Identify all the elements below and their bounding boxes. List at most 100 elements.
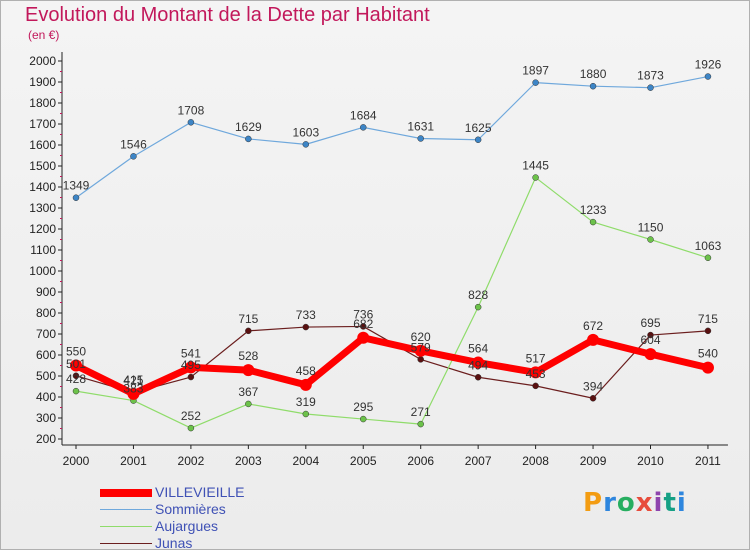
data-label-sommieres-2007: 1625 — [465, 121, 492, 135]
x-tick-label-2000: 2000 — [63, 454, 90, 468]
chart-series-lines — [72, 75, 712, 429]
x-tick-label-2003: 2003 — [235, 454, 262, 468]
data-label-villevieille-2005: 682 — [353, 317, 373, 331]
point-villevieille-2006 — [414, 344, 427, 357]
point-sommieres-2009 — [589, 82, 597, 90]
data-label-villevieille-2002: 541 — [181, 346, 201, 360]
point-sommieres-2006 — [417, 135, 424, 142]
data-label-sommieres-2006: 1631 — [407, 119, 434, 133]
point-villevieille-2001 — [127, 387, 140, 400]
legend-label-sommieres: Sommières — [155, 501, 226, 517]
y-tick-label-1800: 1800 — [29, 96, 56, 110]
x-tick-label-2006: 2006 — [407, 454, 434, 468]
point-junas-2009 — [589, 395, 597, 402]
data-label-sommieres-2008: 1897 — [522, 64, 549, 78]
data-label-aujargues-2005: 295 — [353, 400, 373, 414]
y-tick-label-400: 400 — [36, 390, 56, 404]
point-villevieille-2003 — [242, 364, 255, 377]
data-label-aujargues-2008: 1445 — [522, 159, 549, 173]
point-sommieres-2011 — [704, 73, 712, 80]
data-label-sommieres-2003: 1629 — [235, 120, 262, 134]
data-label-sommieres-2004: 1603 — [292, 125, 319, 139]
point-sommieres-2000 — [72, 194, 80, 201]
data-label-junas-2010: 695 — [640, 316, 660, 330]
point-villevieille-2004 — [299, 378, 312, 391]
legend-swatch-sommieres — [100, 509, 152, 510]
point-junas-2010 — [647, 331, 654, 339]
point-aujargues-2002 — [187, 424, 195, 432]
data-label-villevieille-2001: 415 — [123, 373, 143, 387]
data-label-villevieille-2006: 620 — [411, 330, 431, 344]
x-tick-label-2004: 2004 — [292, 454, 319, 468]
data-label-sommieres-2005: 1684 — [350, 108, 377, 122]
data-label-sommieres-2001: 1546 — [120, 137, 147, 151]
data-label-junas-2005: 736 — [353, 307, 373, 321]
y-tick-label-800: 800 — [36, 306, 56, 320]
point-aujargues-2003 — [245, 400, 252, 408]
series-line-junas — [75, 325, 709, 399]
point-aujargues-2005 — [360, 415, 367, 423]
data-label-sommieres-2011: 1926 — [695, 58, 722, 72]
series-line-sommieres — [75, 75, 709, 199]
point-junas-2006 — [417, 356, 424, 363]
point-junas-2011 — [704, 327, 712, 335]
data-label-aujargues-2003: 367 — [238, 385, 258, 399]
proxiti-logo: Proxiti — [583, 488, 687, 518]
chart-title: Evolution du Montant de la Dette par Hab… — [25, 4, 430, 26]
point-villevieille-2009 — [587, 333, 600, 346]
point-villevieille-2007 — [472, 356, 485, 369]
x-tick-label-2007: 2007 — [465, 454, 492, 468]
data-label-aujargues-2000: 428 — [66, 372, 86, 386]
data-label-villevieille-2011: 540 — [698, 347, 718, 361]
point-sommieres-2004 — [302, 141, 310, 148]
x-tick-label-2008: 2008 — [522, 454, 549, 468]
legend-label-villevieille: VILLEVIEILLE — [155, 484, 245, 500]
data-label-villevieille-2010: 604 — [640, 333, 660, 347]
data-label-sommieres-2009: 1880 — [580, 67, 607, 81]
x-tick-label-2009: 2009 — [580, 454, 607, 468]
y-tick-label-200: 200 — [36, 432, 56, 446]
data-label-aujargues-2010: 1150 — [638, 221, 664, 235]
data-label-villevieille-2007: 564 — [468, 342, 488, 356]
point-sommieres-2001 — [130, 153, 137, 160]
x-tick-label-2001: 2001 — [120, 454, 147, 468]
data-label-sommieres-2010: 1873 — [637, 69, 664, 83]
point-aujargues-2010 — [647, 236, 654, 243]
point-sommieres-2003 — [245, 135, 252, 143]
series-line-aujargues — [75, 176, 709, 429]
y-tick-label-600: 600 — [36, 348, 56, 362]
y-tick-label-1700: 1700 — [29, 117, 56, 131]
point-aujargues-2000 — [72, 387, 80, 395]
data-label-villevieille-2004: 458 — [296, 364, 316, 378]
chart-data-labels: 1349 1546 1708 1629 1603 1684 1631 1625 1897 1880… — [63, 58, 722, 424]
legend-label-junas: Junas — [155, 535, 193, 551]
point-villevieille-2005 — [357, 331, 370, 344]
point-junas-2000 — [72, 372, 80, 380]
y-tick-label-1200: 1200 — [29, 222, 56, 236]
data-label-aujargues-2001: 383 — [123, 382, 143, 396]
data-label-junas-2011: 715 — [698, 312, 718, 326]
x-tick-label-2011: 2011 — [695, 454, 721, 468]
data-label-aujargues-2004: 319 — [296, 395, 316, 409]
y-tick-label-1900: 1900 — [29, 75, 56, 89]
data-label-junas-2000: 501 — [66, 357, 86, 371]
point-junas-2005 — [360, 323, 367, 330]
point-sommieres-2007 — [474, 136, 482, 143]
data-label-junas-2006: 579 — [411, 340, 431, 354]
y-tick-label-1500: 1500 — [29, 159, 56, 173]
data-label-junas-2004: 733 — [296, 308, 316, 322]
data-label-junas-2007: 494 — [468, 358, 488, 372]
y-tick-label-1400: 1400 — [29, 180, 56, 194]
point-junas-2004 — [302, 323, 310, 331]
data-label-sommieres-2000: 1349 — [63, 179, 90, 193]
point-villevieille-2011 — [701, 361, 714, 374]
point-sommieres-2008 — [532, 79, 539, 86]
data-label-junas-2008: 453 — [526, 367, 546, 381]
point-junas-2002 — [187, 373, 195, 381]
data-label-aujargues-2009: 1233 — [580, 203, 607, 217]
point-aujargues-2008 — [532, 174, 539, 181]
point-aujargues-2009 — [589, 218, 597, 226]
data-label-junas-2001: 421 — [123, 374, 143, 388]
